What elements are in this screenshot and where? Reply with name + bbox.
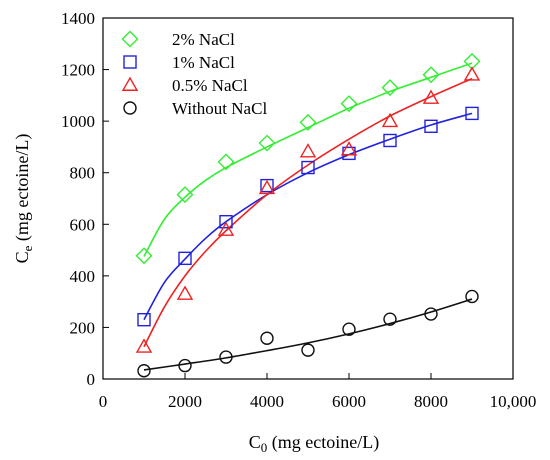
- y-tick-label: 1200: [61, 61, 95, 80]
- data-point: [340, 141, 358, 156]
- y-tick-label: 400: [70, 267, 96, 286]
- fit-line: [143, 62, 473, 257]
- data-point: [178, 358, 192, 373]
- y-axis-label: Ce (mg ectoine/L): [12, 134, 35, 264]
- data-point: [260, 178, 274, 193]
- data-point: [135, 338, 153, 353]
- x-tick-label: 0: [99, 392, 108, 411]
- legend-label: Without NaCl: [172, 99, 267, 118]
- data-point: [424, 119, 438, 134]
- data-point: [299, 143, 317, 158]
- data-point: [258, 179, 276, 195]
- data-point: [219, 350, 233, 364]
- legend-label: 0.5% NaCl: [172, 76, 248, 95]
- y-tick-label: 0: [87, 370, 96, 389]
- data-point: [301, 343, 315, 357]
- x-axis-label: C0 (mg ectoine/L): [249, 432, 379, 455]
- data-point: [381, 112, 399, 128]
- data-point: [217, 221, 235, 236]
- legend-marker: [121, 76, 139, 91]
- data-point: [422, 89, 440, 104]
- data-point: [383, 312, 397, 326]
- data-point: [422, 66, 440, 84]
- data-point: [424, 307, 438, 321]
- x-tick-label: 10,000: [490, 392, 537, 411]
- legend-label: 1% NaCl: [172, 53, 235, 72]
- x-tick-label: 6000: [332, 392, 366, 411]
- x-tick-label: 4000: [250, 392, 284, 411]
- legend-marker: [123, 101, 137, 115]
- legend-marker: [121, 30, 139, 48]
- data-point: [465, 106, 479, 121]
- data-point: [299, 113, 317, 131]
- y-tick-label: 200: [70, 318, 96, 337]
- fit-line: [143, 77, 473, 348]
- data-point: [258, 134, 276, 152]
- data-point: [217, 153, 235, 171]
- fit-line: [143, 298, 473, 371]
- axis-labels: C0 (mg ectoine/L) Ce (mg ectoine/L): [12, 134, 379, 455]
- legend: 2% NaCl 1% NaCl 0.5% NaCl Without NaCl: [121, 30, 267, 118]
- legend-label: 2% NaCl: [172, 30, 235, 49]
- data-point: [463, 66, 481, 81]
- data-point: [135, 247, 153, 265]
- data-markers: [135, 52, 481, 378]
- data-point: [176, 186, 194, 204]
- data-point: [342, 322, 356, 336]
- y-tick-label: 800: [70, 164, 96, 183]
- data-point: [260, 331, 274, 345]
- data-point: [137, 312, 151, 327]
- data-point: [178, 251, 192, 266]
- x-tick-label: 2000: [168, 392, 202, 411]
- y-tick-label: 1400: [61, 9, 95, 28]
- data-point: [219, 215, 233, 229]
- data-point: [465, 289, 479, 304]
- data-point: [301, 160, 315, 175]
- x-tick-label: 8000: [414, 392, 448, 411]
- y-tick-label: 600: [70, 215, 96, 234]
- legend-marker: [123, 55, 137, 69]
- plot-frame: [102, 17, 514, 380]
- data-point: [381, 79, 399, 97]
- fit-lines: [143, 62, 473, 371]
- axes: 0 2000 4000 6000 8000 10,000 0 200 400 600 800 1000…: [61, 9, 536, 411]
- data-point: [137, 364, 151, 378]
- data-point: [340, 95, 358, 113]
- y-tick-label: 1000: [61, 112, 95, 131]
- data-point: [176, 285, 194, 300]
- data-point: [383, 133, 397, 148]
